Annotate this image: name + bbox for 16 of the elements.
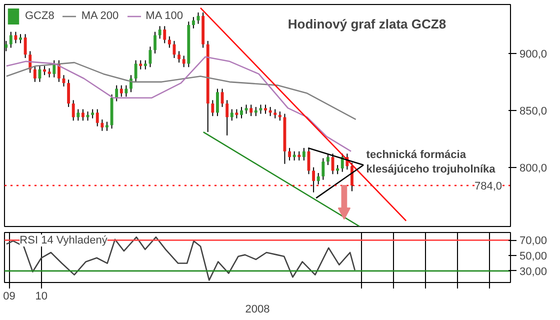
y-tick-label: 850,0 bbox=[520, 105, 548, 118]
ref-line-label: 784,0 bbox=[474, 180, 502, 193]
y-tick-label: 30,00 bbox=[520, 266, 548, 278]
chart-title: RSI 14 Vyhladený bbox=[20, 234, 108, 246]
y-tick-label: 800,0 bbox=[520, 162, 548, 174]
annotation: technická formácia klesájúceho trojuholníka bbox=[366, 149, 496, 176]
x-tick-label: 10 bbox=[35, 290, 48, 302]
y-tick-label: 900,0 bbox=[520, 48, 548, 60]
x-axis-title: 2008 bbox=[245, 304, 270, 316]
x-tick-label: 09 bbox=[3, 290, 16, 302]
legend-label: MA 200 bbox=[81, 10, 119, 22]
legend-label: GCZ8 bbox=[25, 10, 54, 22]
text: Hodinový graf zlata GCZ8 bbox=[288, 16, 446, 32]
legend-label: MA 100 bbox=[146, 10, 183, 22]
y-tick-label: 50,00 bbox=[520, 250, 548, 263]
y-tick-label: 70,00 bbox=[520, 235, 548, 248]
